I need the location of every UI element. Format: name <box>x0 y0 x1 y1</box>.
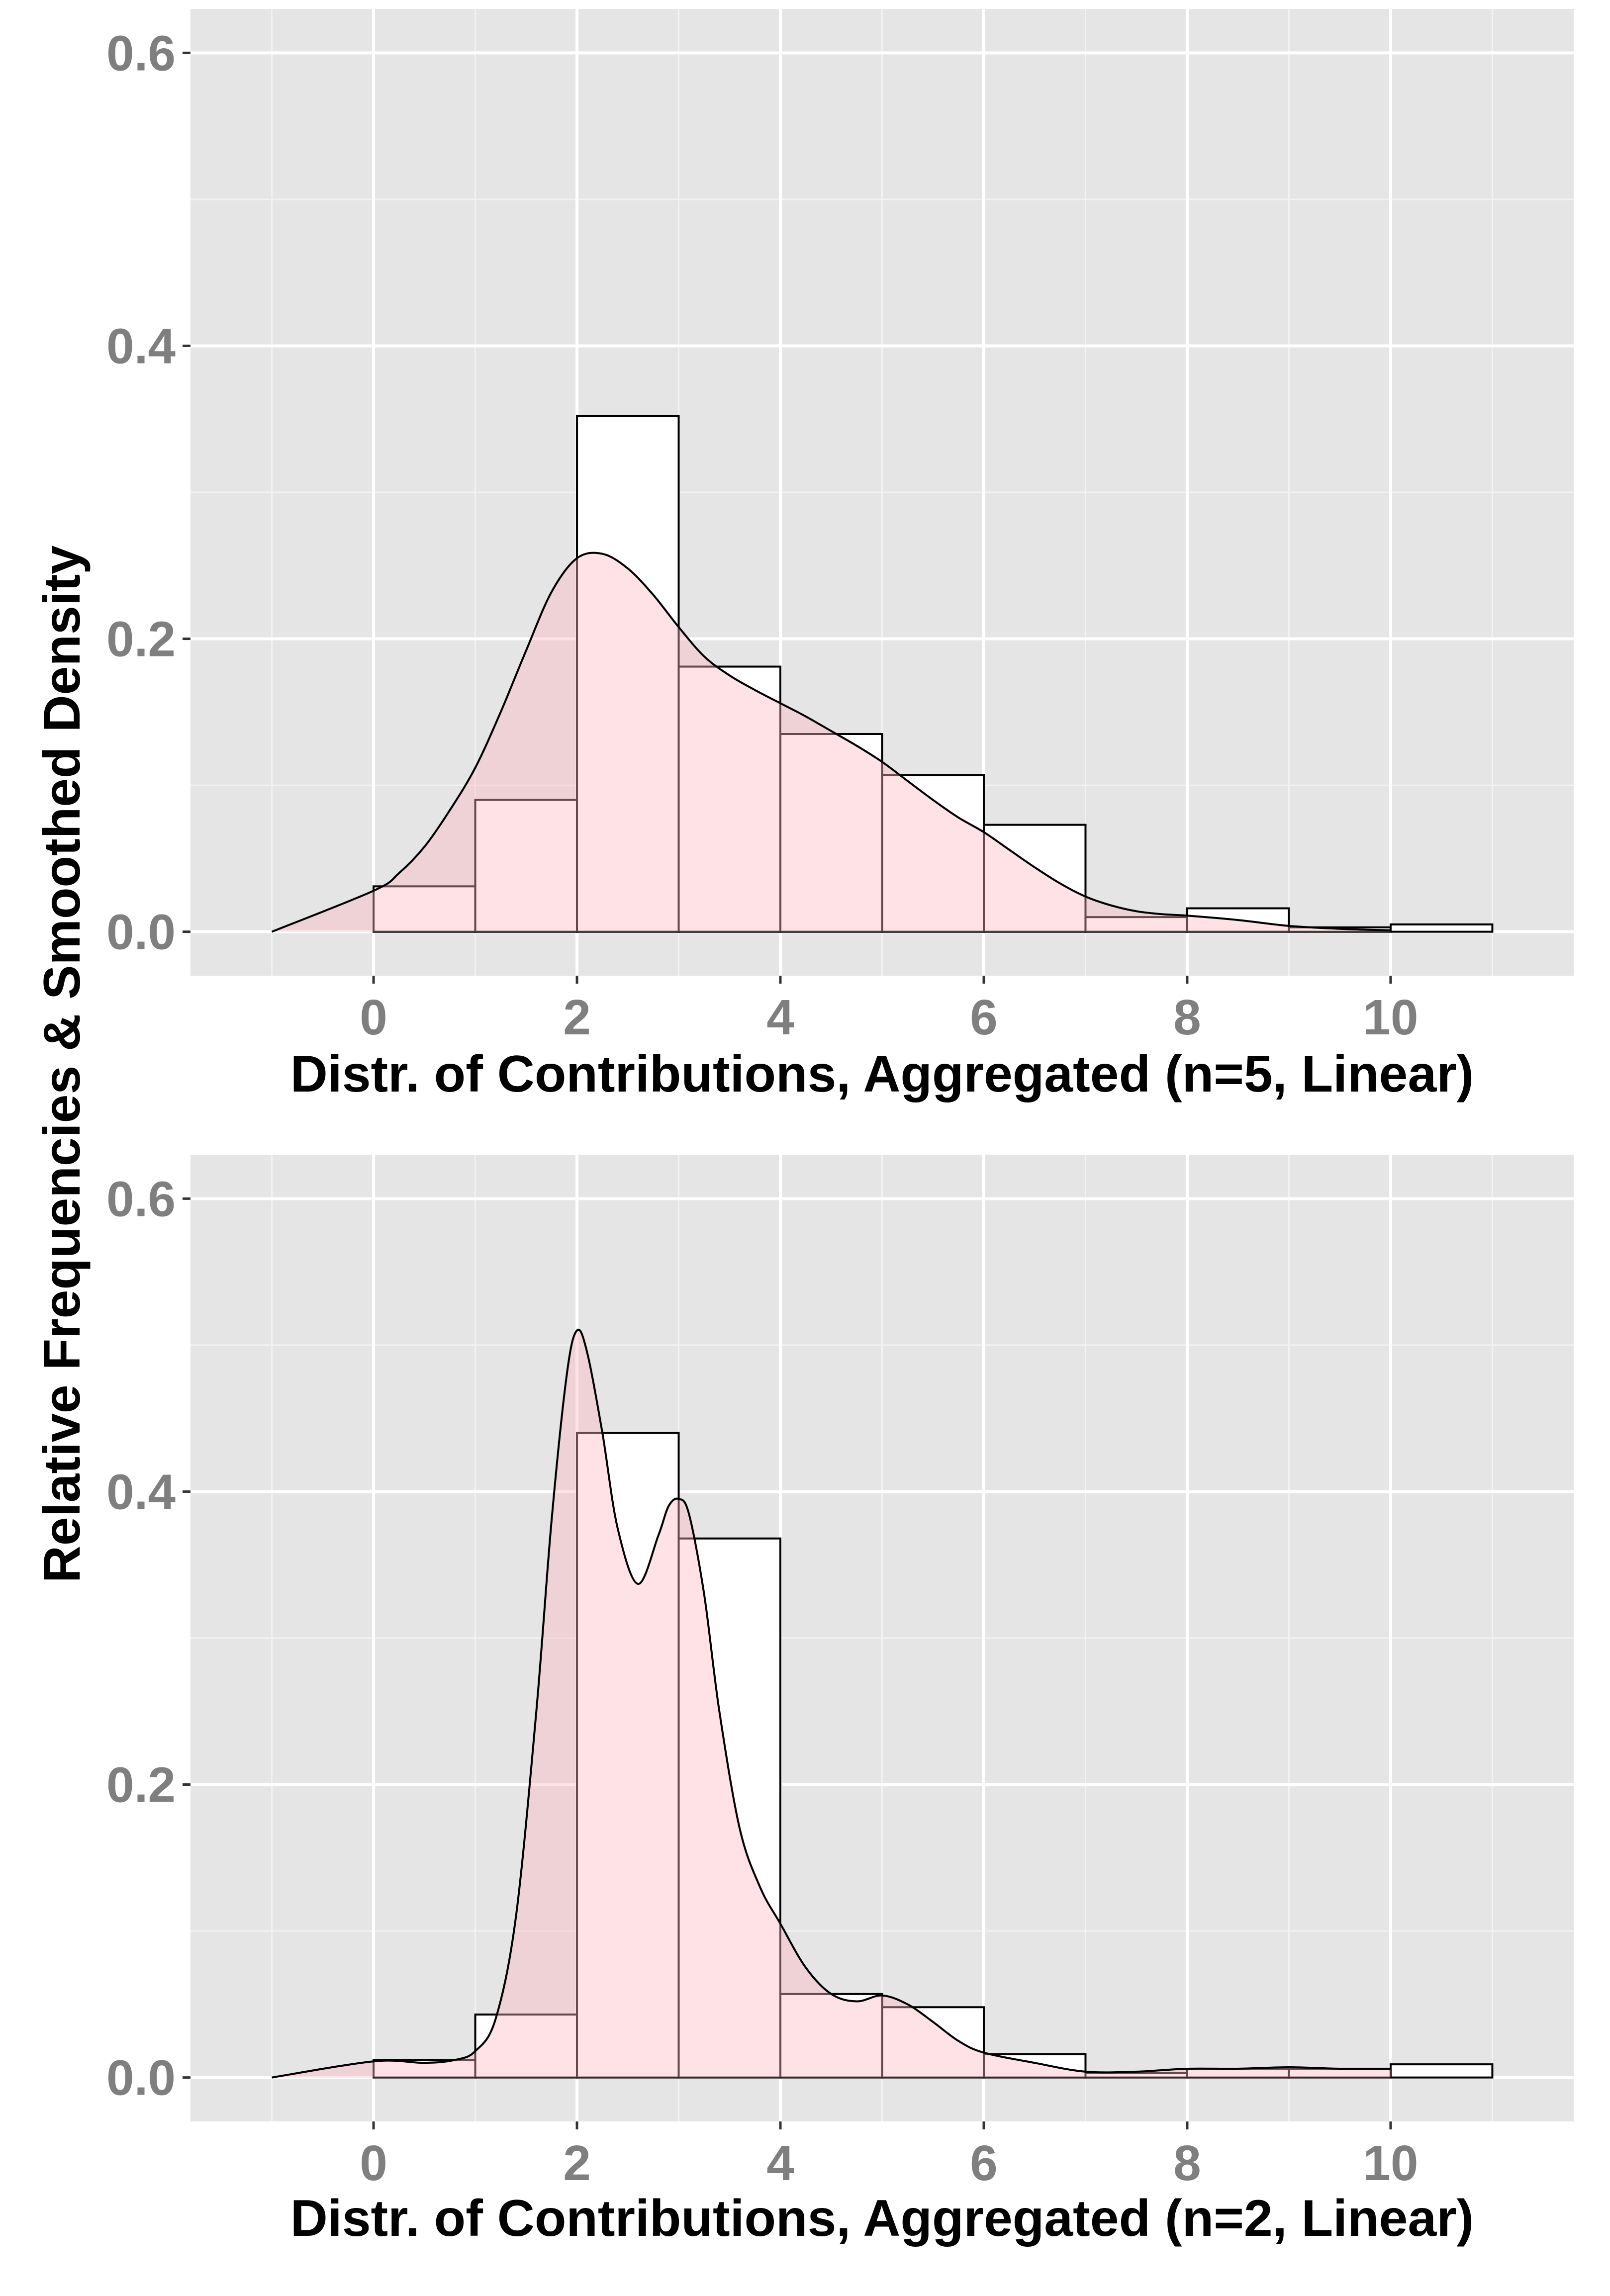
histogram-panel-n5: 0 2 4 6 8 10 0.0 0.2 0.4 0.6 Distr. of Contributi… <box>106 9 1574 1103</box>
x-tick-label: 10 <box>1363 2135 1418 2191</box>
x-tick-label: 6 <box>970 990 998 1045</box>
histogram-bar <box>576 415 680 933</box>
x-tick-label: 6 <box>970 2135 998 2191</box>
x-tick-label: 8 <box>1173 2135 1201 2191</box>
x-tick-label: 0 <box>360 2135 387 2191</box>
density-curve-layer <box>271 551 1391 933</box>
histogram-bar <box>677 665 782 933</box>
histogram-bar <box>881 774 985 933</box>
x-tick-label: 4 <box>766 990 794 1045</box>
x-tick-label: 4 <box>766 2135 794 2191</box>
histogram-bar <box>576 1432 680 2079</box>
histogram-bar <box>881 2006 985 2079</box>
axis-ticks: 0 2 4 6 8 10 0.0 0.2 0.4 0.6 <box>106 1171 1419 2191</box>
x-axis-title: Distr. of Contributions, Aggregated (n=5… <box>290 1045 1474 1103</box>
density-curve <box>271 551 1391 933</box>
histogram-bar <box>1389 2063 1494 2079</box>
histogram-bar <box>474 799 578 933</box>
histogram-bar <box>1186 907 1290 933</box>
histogram-bar <box>982 2053 1087 2079</box>
y-tick-label: 0.6 <box>106 25 176 81</box>
axis-ticks: 0 2 4 6 8 10 0.0 0.2 0.4 0.6 <box>106 25 1419 1045</box>
x-tick-label: 2 <box>563 990 591 1045</box>
density-curve <box>272 1328 1391 2079</box>
density-area <box>272 552 1391 932</box>
histogram-bar <box>373 2059 476 2079</box>
histogram-bar <box>677 1537 782 2079</box>
y-tick-label: 0.4 <box>106 1464 176 1520</box>
density-curve-layer <box>272 1328 1391 2079</box>
x-axis-title: Distr. of Contributions, Aggregated (n=2… <box>290 2190 1474 2247</box>
y-axis-title: Relative Frequencies & Smoothed Density <box>33 546 91 1583</box>
histogram-bar <box>373 885 476 933</box>
x-tick-label: 10 <box>1363 990 1418 1045</box>
histogram-panel-n2: 0 2 4 6 8 10 0.0 0.2 0.4 0.6 Distr. of Contributi… <box>106 1155 1574 2247</box>
y-tick-label: 0.0 <box>106 2050 176 2106</box>
y-tick-label: 0.2 <box>106 1757 176 1813</box>
y-tick-label: 0.0 <box>106 905 176 960</box>
y-tick-label: 0.6 <box>106 1171 176 1227</box>
histogram-bars <box>373 415 1494 933</box>
x-tick-label: 2 <box>563 2135 591 2191</box>
density-area <box>272 1329 1391 2078</box>
histogram-bar <box>779 1993 883 2079</box>
histogram-bars <box>373 1432 1494 2079</box>
histogram-bar <box>1389 923 1494 933</box>
y-tick-label: 0.2 <box>106 612 176 667</box>
y-tick-label: 0.4 <box>106 318 176 374</box>
x-tick-label: 8 <box>1173 990 1201 1045</box>
x-tick-label: 0 <box>360 990 387 1045</box>
